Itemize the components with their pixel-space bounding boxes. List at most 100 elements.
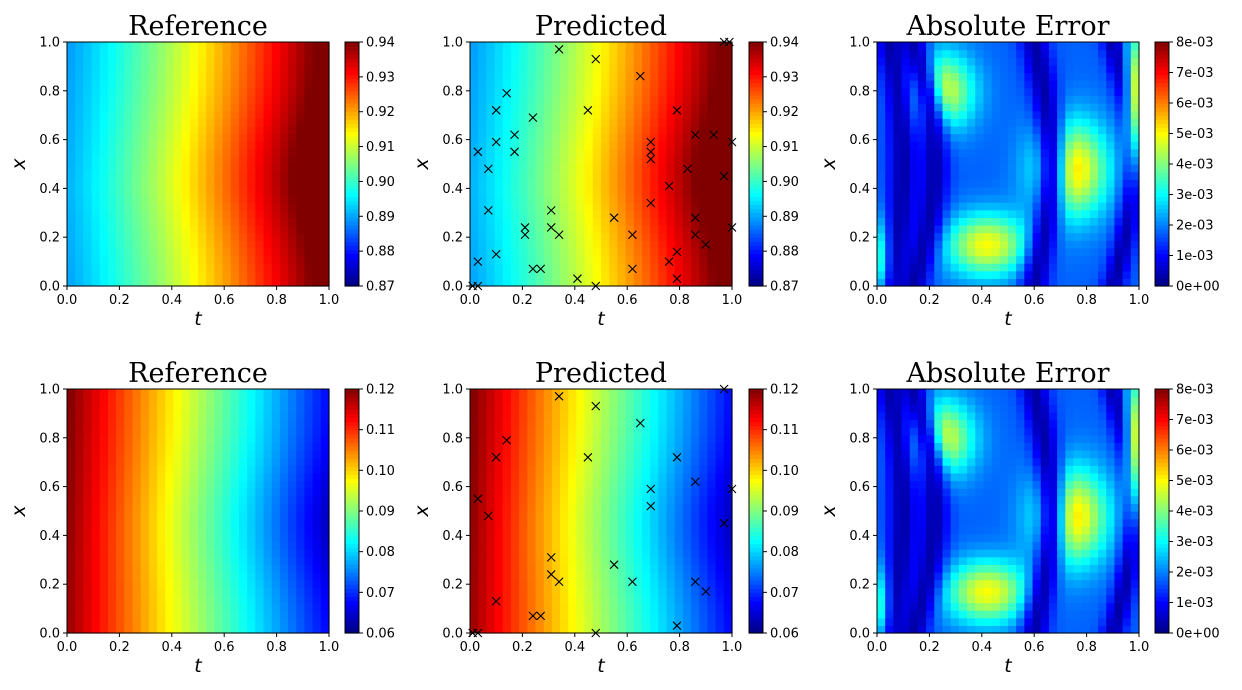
- heatmap-cell: [157, 396, 166, 405]
- heatmap-cell: [1106, 103, 1116, 112]
- heatmap-cell: [707, 270, 717, 279]
- colorbar-tick-label: 8e-03: [1176, 36, 1214, 51]
- colorbar-segment: [749, 98, 763, 104]
- heatmap-cell: [592, 95, 602, 104]
- heatmap-cell: [263, 179, 273, 188]
- heatmap-cell: [198, 503, 207, 512]
- heatmap-cell: [942, 247, 952, 257]
- heatmap-cell: [320, 503, 330, 512]
- heatmap-cell: [214, 465, 224, 474]
- heatmap-cell: [140, 427, 150, 436]
- heatmap-cell: [75, 186, 84, 196]
- heatmap-cell: [502, 396, 512, 405]
- heatmap-cell: [699, 103, 709, 112]
- heatmap-cell: [601, 42, 610, 51]
- heatmap-cell: [238, 72, 248, 81]
- colorbar-segment: [749, 62, 763, 67]
- heatmap-cell: [560, 247, 569, 257]
- heatmap-cell: [157, 389, 166, 398]
- heatmap-cell: [214, 533, 224, 543]
- heatmap-cell: [625, 240, 635, 249]
- heatmap-cell: [75, 472, 84, 482]
- heatmap-cell: [617, 95, 627, 104]
- heatmap-cell: [510, 404, 520, 413]
- heatmap-cell: [288, 103, 297, 112]
- heatmap-cell: [124, 625, 134, 634]
- heatmap-cell: [707, 87, 717, 96]
- heatmap-cell: [222, 411, 232, 421]
- heatmap-cell: [1048, 186, 1058, 196]
- heatmap-cell: [568, 278, 578, 287]
- heatmap-cell: [132, 480, 142, 489]
- colorbar-segment: [345, 531, 359, 536]
- heatmap-cell: [320, 472, 330, 482]
- heatmap-cell: [885, 148, 894, 157]
- heatmap-cell: [75, 278, 84, 287]
- heatmap-cell: [263, 103, 273, 112]
- heatmap-cell: [633, 80, 643, 89]
- heatmap-cell: [107, 87, 117, 96]
- colorbar-segment: [345, 616, 359, 622]
- heatmap-cell: [510, 194, 520, 203]
- x-axis-label: t: [194, 655, 203, 677]
- heatmap-cell: [551, 202, 561, 211]
- heatmap-cell: [975, 80, 985, 89]
- heatmap-cell: [893, 64, 903, 74]
- heatmap-cell: [1114, 263, 1124, 272]
- heatmap-cell: [99, 480, 109, 489]
- heatmap-cell: [917, 133, 927, 142]
- heatmap-cell: [699, 263, 709, 272]
- heatmap-cell: [140, 556, 150, 565]
- heatmap-cell: [206, 572, 215, 581]
- heatmap-cell: [206, 427, 215, 436]
- heatmap-cell: [1032, 156, 1042, 165]
- colorbar-segment: [345, 200, 359, 206]
- heatmap-cell: [527, 457, 537, 466]
- heatmap-cell: [222, 49, 232, 58]
- heatmap-cell: [165, 526, 175, 535]
- heatmap-cell: [222, 247, 232, 257]
- heatmap-cell: [67, 434, 76, 443]
- heatmap-cell: [279, 87, 289, 96]
- heatmap-cell: [1073, 42, 1083, 51]
- heatmap-cell: [983, 209, 993, 218]
- heatmap-cell: [885, 186, 894, 196]
- heatmap-cell: [584, 255, 594, 264]
- heatmap-cell: [165, 572, 175, 581]
- colorbar-segment: [345, 212, 359, 218]
- heatmap-cell: [189, 411, 199, 421]
- heatmap-cell: [510, 247, 520, 257]
- heatmap-cell: [230, 64, 240, 74]
- heatmap-cell: [83, 80, 93, 89]
- heatmap-cell: [1089, 278, 1099, 287]
- heatmap-cell: [617, 194, 627, 203]
- heatmap-cell: [967, 72, 976, 81]
- heatmap-cell: [592, 80, 602, 89]
- heatmap-cell: [189, 533, 199, 543]
- heatmap-cell: [568, 217, 578, 226]
- heatmap-cell: [198, 472, 207, 482]
- heatmap-cell: [470, 503, 479, 512]
- training-point-marker: [491, 249, 501, 259]
- heatmap-cell: [917, 209, 927, 218]
- heatmap-cell: [148, 617, 158, 626]
- heatmap-cell: [1065, 232, 1075, 241]
- heatmap-cell: [140, 442, 150, 451]
- heatmap-cell: [1122, 232, 1132, 241]
- heatmap-cell: [560, 419, 569, 428]
- heatmap-cell: [296, 625, 306, 634]
- heatmap-cell: [674, 87, 684, 96]
- heatmap-cell: [189, 49, 199, 58]
- heatmap-cell: [486, 450, 496, 459]
- heatmap-cell: [238, 450, 248, 459]
- colorbar-segment: [345, 46, 359, 51]
- heatmap-cell: [1065, 240, 1075, 249]
- heatmap-cell: [99, 625, 109, 634]
- heatmap-cell: [67, 225, 76, 234]
- heatmap-cell: [470, 57, 479, 66]
- heatmap-cell: [502, 118, 512, 127]
- heatmap-cell: [502, 209, 512, 218]
- heatmap-cell: [67, 179, 76, 188]
- heatmap-cell: [140, 419, 150, 428]
- heatmap-cell: [1081, 125, 1091, 135]
